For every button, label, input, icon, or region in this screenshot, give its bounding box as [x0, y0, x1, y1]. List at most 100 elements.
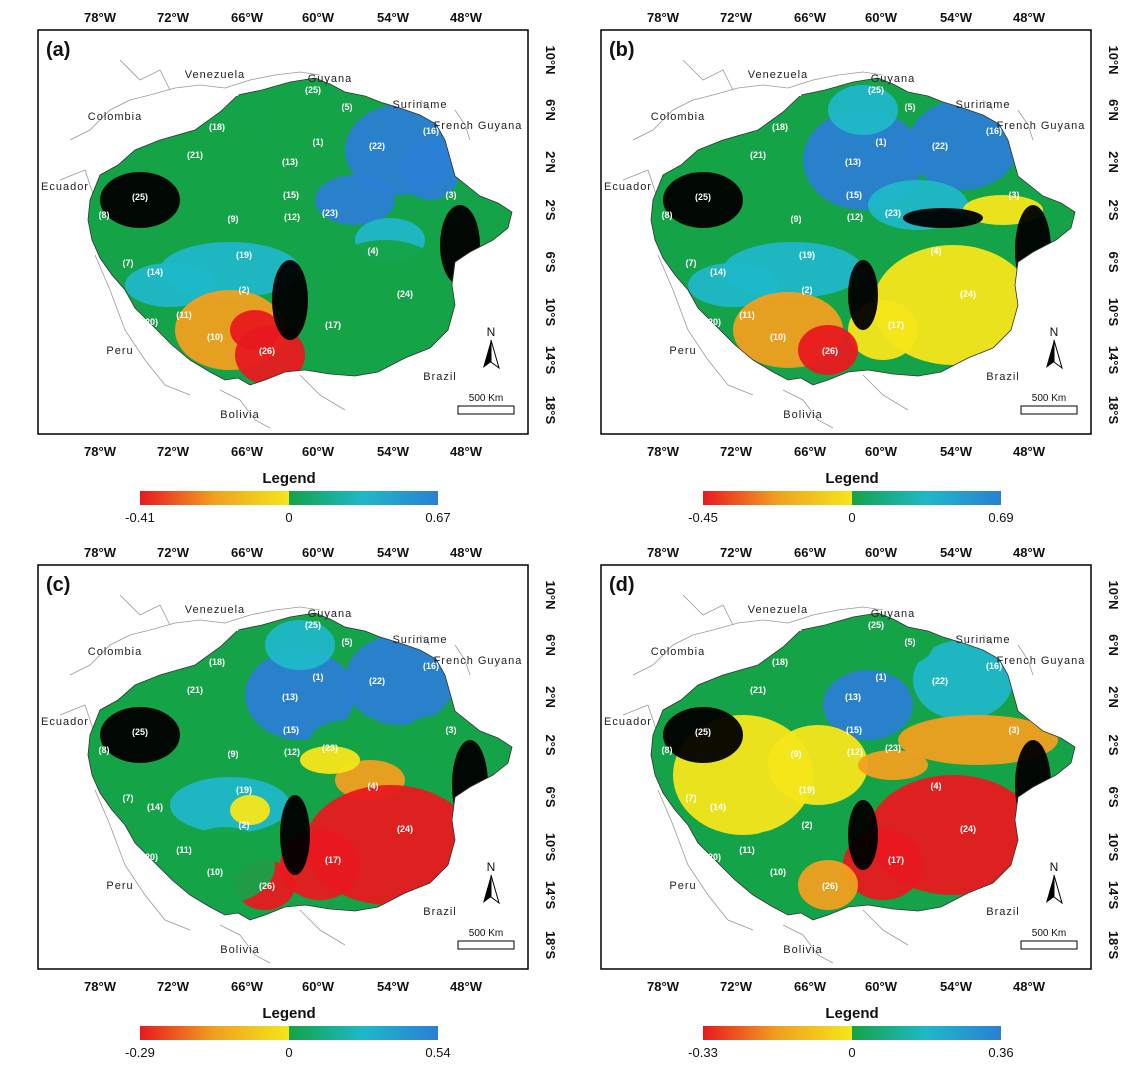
country-border: [224, 606, 321, 624]
region-label: (1): [313, 672, 324, 682]
region-label: (26): [259, 346, 275, 356]
region-label: (10): [770, 867, 786, 877]
scale-label: 500 Km: [1032, 393, 1066, 404]
color-patch: [245, 650, 355, 740]
region-label: (23): [885, 743, 901, 753]
north-arrow-icon: N: [1046, 860, 1063, 905]
scale-bar: [457, 405, 515, 415]
region-label: (19): [236, 250, 252, 260]
north-arrow-icon: N: [1046, 325, 1063, 370]
legend-min: -0.33: [688, 1045, 718, 1060]
legend-min: -0.41: [125, 510, 155, 525]
lat-tick: 14°S: [1106, 881, 1121, 910]
amazon-outline: [87, 612, 513, 921]
region-label: (16): [423, 661, 439, 671]
color-patch: [858, 750, 928, 780]
color-patch: [175, 827, 275, 903]
scale-bar: [457, 940, 515, 950]
lat-tick: 6°N: [1106, 634, 1121, 656]
region-label: (17): [325, 855, 341, 865]
legend-zero: 0: [285, 1045, 292, 1060]
amazon-region: [651, 78, 1075, 385]
color-patch: [400, 140, 460, 200]
region-label: (25): [868, 85, 884, 95]
color-patch: [272, 260, 308, 340]
color-patch: [663, 707, 743, 763]
region-label: (26): [259, 881, 275, 891]
scale-bar: [1020, 940, 1078, 950]
lat-tick: 18°S: [1106, 931, 1121, 960]
region-label: (2): [802, 285, 813, 295]
country-border: [119, 594, 171, 626]
region-label: (7): [686, 258, 697, 268]
lon-tick-bottom: 72°W: [720, 979, 753, 994]
country-label: Ecuador: [41, 716, 89, 728]
legend-max: 0.54: [425, 1045, 450, 1060]
north-arrow-icon: N: [483, 860, 500, 905]
lat-tick: 2°N: [1106, 686, 1121, 708]
country-border: [219, 924, 271, 964]
amazon-region: [88, 613, 512, 920]
color-patch: [170, 777, 290, 833]
country-border: [682, 59, 734, 91]
lon-tick-bottom: 78°W: [647, 444, 680, 459]
lon-tick-top: 54°W: [940, 545, 973, 560]
region-label: (8): [662, 210, 673, 220]
country-border: [787, 71, 884, 89]
region-label: (25): [305, 85, 321, 95]
color-patch: [848, 800, 878, 870]
country-border: [787, 606, 884, 624]
country-label: Ecuador: [41, 181, 89, 193]
region-label: (6): [229, 621, 240, 631]
map-svg: 78°W 78°W 72°W 72°W 66°W 66°W 60°W 60°W 54°W 54°W…: [600, 545, 1121, 1060]
lat-tick: 10°S: [543, 833, 558, 862]
map-panel-a: 78°W 78°W 72°W 72°W 66°W 66°W 60°W 60°W 54°W 54°W…: [0, 0, 563, 535]
lat-tick: 2°N: [543, 151, 558, 173]
region-label: (11): [176, 845, 192, 855]
lon-tick-top: 66°W: [231, 545, 264, 560]
region-label: (1): [876, 672, 887, 682]
color-patch: [260, 82, 340, 138]
scale-label: 500 Km: [469, 928, 503, 939]
region-label: (16): [986, 126, 1002, 136]
region-label: (6): [229, 86, 240, 96]
north-label: N: [487, 860, 496, 874]
region-label: (11): [739, 310, 755, 320]
country-border: [119, 59, 171, 91]
region-label: (6): [792, 86, 803, 96]
color-patch: [230, 310, 280, 350]
region-label: (12): [847, 212, 863, 222]
lon-tick-bottom: 60°W: [865, 444, 898, 459]
country-border: [94, 254, 191, 396]
color-patch: [280, 795, 310, 875]
country-border: [657, 254, 754, 396]
country-border: [1017, 644, 1034, 676]
region-label: (2): [239, 820, 250, 830]
country-border: [224, 71, 321, 89]
lat-tick: 2°S: [543, 734, 558, 755]
lon-tick-bottom: 54°W: [940, 979, 973, 994]
map-panel-d: 78°W 78°W 72°W 72°W 66°W 66°W 60°W 60°W 54°W 54°W…: [563, 535, 1126, 1070]
region-label: (13): [282, 157, 298, 167]
country-border: [419, 634, 431, 646]
lon-tick-top: 48°W: [1013, 10, 1046, 25]
region-label: (12): [847, 747, 863, 757]
region-label: (7): [123, 258, 134, 268]
lon-tick-top: 60°W: [302, 545, 335, 560]
region-label: (17): [888, 320, 904, 330]
amazon-outline: [650, 77, 1076, 386]
region-label: (22): [932, 676, 948, 686]
region-label: (19): [799, 250, 815, 260]
lon-tick-bottom: 66°W: [231, 979, 264, 994]
lon-tick-top: 78°W: [84, 545, 117, 560]
lat-tick: 14°S: [543, 881, 558, 910]
country-border: [69, 619, 226, 676]
color-patch: [315, 175, 395, 225]
region-label: (3): [446, 725, 457, 735]
panel-letter: (b): [609, 39, 635, 61]
country-border: [299, 374, 346, 411]
color-patch: [100, 172, 180, 228]
lon-tick-bottom: 48°W: [450, 979, 483, 994]
region-label: (14): [147, 267, 163, 277]
map-panel-b: 78°W 78°W 72°W 72°W 66°W 66°W 60°W 60°W 54°W 54°W…: [563, 0, 1126, 535]
